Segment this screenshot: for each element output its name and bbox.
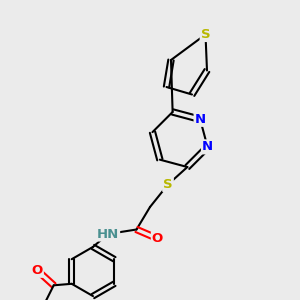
Text: O: O — [32, 264, 43, 277]
Text: N: N — [202, 140, 213, 153]
Text: O: O — [152, 232, 163, 245]
Text: S: S — [201, 28, 210, 41]
Text: HN: HN — [97, 227, 119, 241]
Text: N: N — [195, 113, 206, 126]
Text: S: S — [163, 178, 173, 191]
